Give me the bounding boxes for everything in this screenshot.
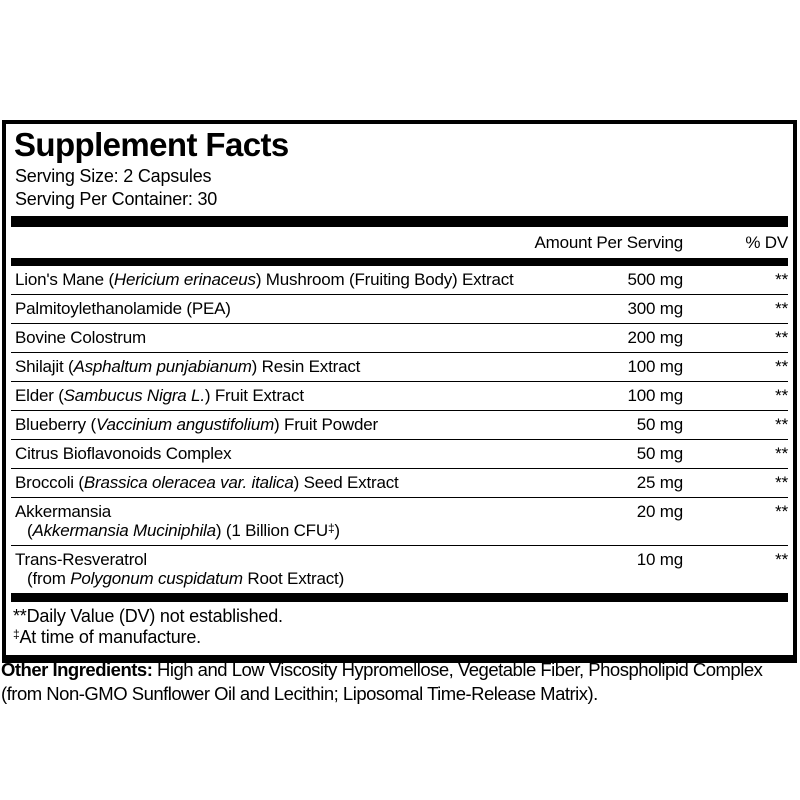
footnote-text: Daily Value (DV) not established. [26, 606, 283, 626]
ingredient-dv: ** [775, 357, 788, 376]
dv-column-header: % DV [745, 233, 788, 252]
ingredient-name: Citrus Bioflavonoids Complex [15, 444, 232, 463]
other-ingredients-label: Other Ingredients: [1, 658, 153, 680]
ingredient-name: Broccoli (Brassica oleracea var. italica… [15, 473, 399, 492]
table-row: Trans-Resveratrol (from Polygonum cuspida… [11, 546, 788, 593]
divider-thick-bottom [11, 593, 788, 602]
ingredient-amount: 50 mg [636, 415, 683, 434]
ingredient-amount: 100 mg [627, 386, 683, 405]
divider-medium [11, 258, 788, 266]
ingredient-dv: ** [775, 299, 788, 318]
other-ingredients-text: High and Low Viscosity Hypromellose, Veg… [1, 658, 763, 704]
ingredient-dv: ** [775, 473, 788, 492]
ingredient-dv: ** [775, 550, 788, 569]
ingredient-dv: ** [775, 444, 788, 463]
divider-thick-top [11, 216, 788, 227]
table-row: Elder (Sambucus Nigra L.) Fruit Extract 1… [11, 382, 788, 411]
ingredient-amount: 500 mg [627, 270, 683, 289]
amount-column-header: Amount Per Serving [534, 233, 683, 252]
table-row: Shilajit (Asphaltum punjabianum) Resin E… [11, 353, 788, 382]
footnotes: **Daily Value (DV) not established. ‡At t… [13, 602, 788, 655]
footnote-line: ‡At time of manufacture. [13, 627, 788, 648]
ingredient-dv: ** [775, 415, 788, 434]
panel-title: Supplement Facts [14, 126, 289, 163]
ingredient-dv: ** [775, 328, 788, 347]
ingredient-amount: 200 mg [627, 328, 683, 347]
ingredient-amount: 300 mg [627, 299, 683, 318]
ingredient-amount: 10 mg [636, 550, 683, 569]
ingredient-name: Palmitoylethanolamide (PEA) [15, 299, 231, 318]
table-row: Bovine Colostrum 200 mg ** [11, 324, 788, 353]
column-header-row: Amount Per Serving % DV [11, 227, 788, 258]
ingredient-amount: 100 mg [627, 357, 683, 376]
ingredient-name: Lion's Mane (Hericium erinaceus) Mushroo… [15, 270, 514, 289]
ingredient-dv: ** [775, 386, 788, 405]
ingredient-name: Akkermansia (Akkermansia Muciniphila) (1 … [15, 502, 340, 540]
ingredient-name: Blueberry (Vaccinium angustifolium) Frui… [15, 415, 378, 434]
ingredient-amount: 20 mg [636, 502, 683, 521]
ingredient-table: Lion's Mane (Hericium erinaceus) Mushroo… [11, 266, 788, 593]
ingredient-amount: 25 mg [636, 473, 683, 492]
ingredient-name: Elder (Sambucus Nigra L.) Fruit Extract [15, 386, 304, 405]
table-row: Blueberry (Vaccinium angustifolium) Frui… [11, 411, 788, 440]
table-row: Citrus Bioflavonoids Complex 50 mg ** [11, 440, 788, 469]
table-row: Akkermansia (Akkermansia Muciniphila) (1 … [11, 498, 788, 546]
ingredient-name: Shilajit (Asphaltum punjabianum) Resin E… [15, 357, 361, 376]
footnote-text: At time of manufacture. [19, 627, 201, 647]
servings-per-container-text: Serving Per Container: 30 [15, 189, 218, 209]
footnote-marker: ** [13, 606, 27, 626]
footnote-marker: ‡ [13, 627, 20, 641]
ingredient-dv: ** [775, 270, 788, 289]
table-row: Broccoli (Brassica oleracea var. italica… [11, 469, 788, 498]
table-row: Palmitoylethanolamide (PEA) 300 mg ** [11, 295, 788, 324]
ingredient-dv: ** [775, 502, 788, 521]
footnote-line: **Daily Value (DV) not established. [13, 606, 788, 627]
other-ingredients: Other Ingredients: High and Low Viscosit… [1, 658, 799, 706]
ingredient-amount: 50 mg [636, 444, 683, 463]
serving-size-text: Serving Size: 2 Capsules [15, 166, 212, 186]
ingredient-name: Bovine Colostrum [15, 328, 146, 347]
ingredient-name: Trans-Resveratrol (from Polygonum cuspida… [15, 550, 345, 588]
table-row: Lion's Mane (Hericium erinaceus) Mushroo… [11, 266, 788, 295]
supplement-facts-panel: Supplement Facts Serving Size: 2 Capsule… [2, 120, 797, 663]
